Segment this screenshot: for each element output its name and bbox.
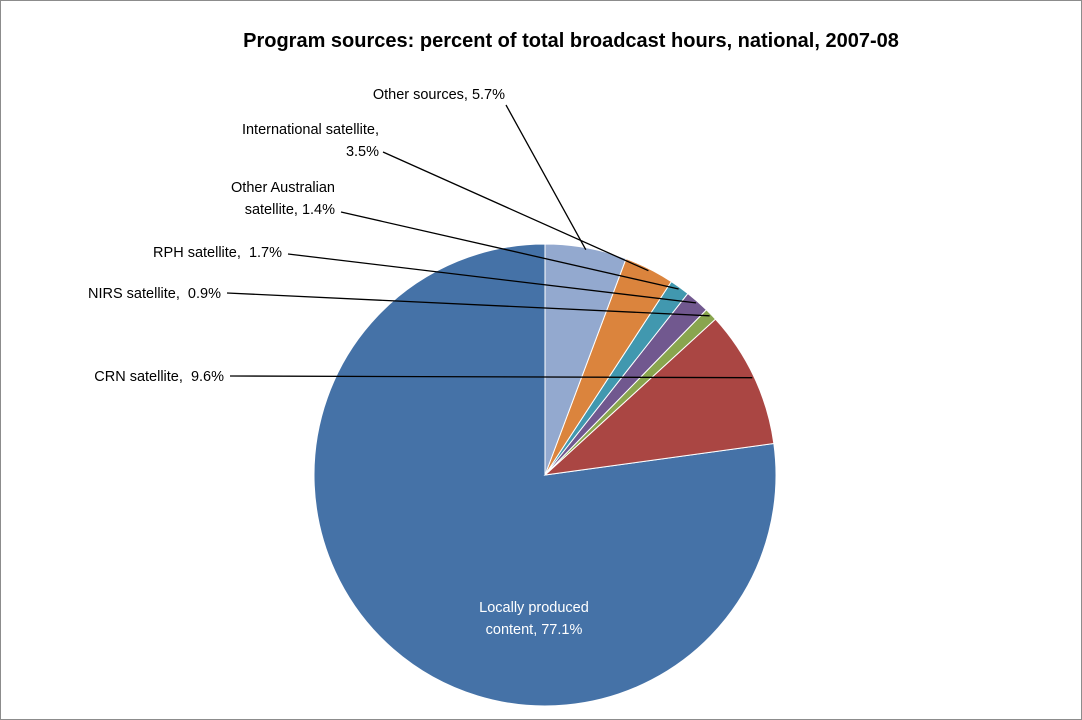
data-label-nirs-satellite-line-1: NIRS satellite, 0.9% <box>88 286 221 302</box>
data-label-locally-produced-content-line-2: content, 77.1% <box>486 622 583 638</box>
leader-line-rph-satellite <box>287 253 697 304</box>
data-label-other-sources-line-1: Other sources, 5.7% <box>373 87 505 103</box>
leader-line-other-australian-satellite <box>340 211 679 290</box>
pie-slice-other-sources <box>544 243 627 476</box>
data-label-international-satellite-line-2: 3.5% <box>346 144 379 160</box>
data-label-locally-produced-content-line-1: Locally produced <box>479 600 589 616</box>
pie-slice-crn-satellite <box>543 318 775 476</box>
leader-line-other-sources <box>505 104 587 251</box>
data-label-other-australian-satellite-line-2: satellite, 1.4% <box>245 202 335 218</box>
leader-line-crn-satellite <box>229 375 753 379</box>
chart-title: Program sources: percent of total broadc… <box>243 30 899 52</box>
leader-line-nirs-satellite <box>226 292 710 317</box>
data-label-crn-satellite-line-1: CRN satellite, 9.6% <box>94 369 224 385</box>
data-label-rph-satellite-line-1: RPH satellite, 1.7% <box>153 245 282 261</box>
leader-line-international-satellite <box>382 151 649 272</box>
data-label-international-satellite-line-1: International satellite, <box>242 122 379 138</box>
data-label-other-australian-satellite-line-1: Other Australian <box>231 180 335 196</box>
